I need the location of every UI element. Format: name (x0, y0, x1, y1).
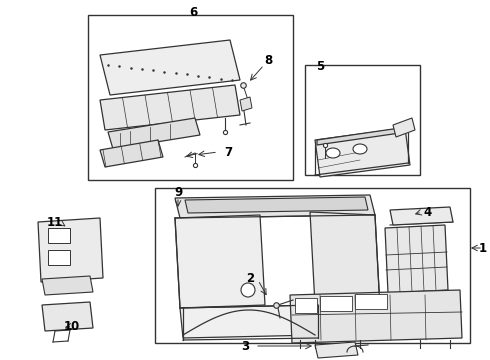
Polygon shape (100, 85, 240, 130)
Text: 6: 6 (189, 5, 197, 18)
Ellipse shape (353, 144, 367, 154)
Polygon shape (240, 97, 252, 111)
Polygon shape (175, 215, 265, 308)
Polygon shape (390, 207, 453, 225)
Text: 4: 4 (424, 206, 432, 219)
Circle shape (241, 283, 255, 297)
Polygon shape (310, 212, 380, 308)
Polygon shape (38, 218, 103, 282)
Bar (305, 65, 420, 175)
Polygon shape (180, 305, 318, 338)
Polygon shape (108, 118, 200, 149)
Bar (88, 15, 293, 180)
Polygon shape (315, 342, 358, 358)
Polygon shape (385, 225, 448, 293)
Text: 7: 7 (224, 145, 232, 158)
Bar (155, 188, 470, 343)
Text: 9: 9 (174, 186, 182, 199)
Polygon shape (315, 128, 410, 177)
Ellipse shape (326, 148, 340, 158)
Text: 2: 2 (246, 271, 254, 284)
Bar (295, 298, 317, 313)
Bar (48, 228, 70, 243)
Polygon shape (317, 128, 400, 145)
Bar (355, 294, 387, 309)
Polygon shape (175, 195, 375, 218)
Polygon shape (290, 290, 462, 343)
Text: 10: 10 (64, 320, 80, 333)
Text: 5: 5 (316, 60, 324, 73)
Polygon shape (100, 140, 163, 167)
Text: 3: 3 (241, 339, 249, 352)
Polygon shape (100, 40, 240, 95)
Text: 8: 8 (264, 54, 272, 67)
Polygon shape (393, 118, 415, 137)
Polygon shape (42, 302, 93, 331)
Text: 1: 1 (479, 242, 487, 255)
Polygon shape (42, 276, 93, 295)
Bar (48, 250, 70, 265)
Bar (320, 296, 352, 311)
Text: 11: 11 (47, 216, 63, 229)
Polygon shape (185, 197, 368, 213)
